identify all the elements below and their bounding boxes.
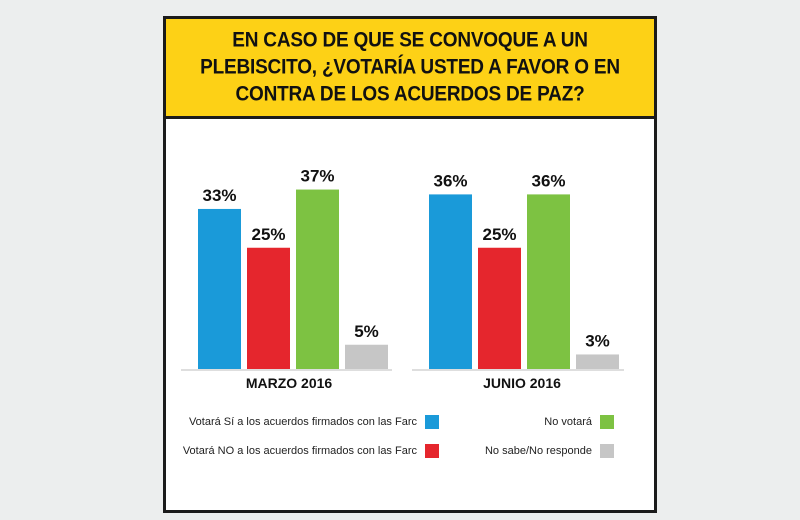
bar-value-label: 33% (202, 186, 236, 205)
legend-item-ns-nr: No sabe/No responde (426, 444, 614, 458)
legend-item-si: Votará Sí a los acuerdos firmados con la… (176, 415, 439, 429)
legend-swatch-ns-nr (600, 444, 614, 458)
bar-si (429, 194, 472, 369)
title-banner: EN CASO DE QUE SE CONVOQUE A UN PLEBISCI… (166, 19, 654, 119)
legend-item-no-votara: No votará (426, 415, 614, 429)
bar-chart: 33% 25% 37% 5% 36% 25% 36% 3% (181, 167, 624, 371)
legend-label-si: Votará Sí a los acuerdos firmados con la… (188, 416, 417, 428)
group-label-junio: JUNIO 2016 (483, 375, 561, 391)
bar-value-label: 36% (531, 171, 565, 190)
legend-swatch-no-votara (600, 415, 614, 429)
bar-value-label: 3% (585, 331, 610, 350)
bar-ns_nr (576, 354, 619, 369)
bar-value-label: 36% (433, 171, 467, 190)
group-label-marzo: MARZO 2016 (245, 375, 333, 391)
bar-no_votara (527, 194, 570, 369)
bar-value-label: 5% (354, 322, 379, 341)
bar-no_votara (296, 189, 339, 369)
bar-ns_nr (345, 344, 388, 369)
legend-label-no-votara: No votará (544, 416, 592, 428)
bar-value-label: 25% (482, 225, 516, 244)
bar-no (478, 247, 521, 369)
bar-value-label: 37% (300, 167, 334, 186)
legend-swatch-no (425, 444, 439, 458)
bar-value-label: 25% (251, 225, 285, 244)
legend-item-no: Votará NO a los acuerdos firmados con la… (176, 444, 439, 458)
bar-no (247, 247, 290, 369)
bar-si (198, 208, 241, 369)
infographic-card: EN CASO DE QUE SE CONVOQUE A UN PLEBISCI… (163, 16, 657, 513)
legend-label-no: Votará NO a los acuerdos firmados con la… (182, 445, 417, 457)
legend-swatch-si (425, 415, 439, 429)
chart-title: EN CASO DE QUE SE CONVOQUE A UN PLEBISCI… (200, 28, 620, 106)
legend-label-ns-nr: No sabe/No responde (484, 445, 592, 457)
